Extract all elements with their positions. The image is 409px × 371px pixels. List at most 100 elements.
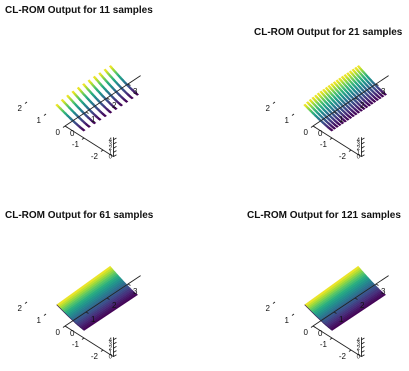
z-tick-label: 3 [109,342,113,348]
x-axis-line [64,325,114,357]
y-tick-mark [354,297,358,300]
x-tick-mark [272,101,276,104]
z-tick-label: 4 [109,138,113,144]
x-tick-label: 1 [285,316,290,325]
y-tick-mark [85,311,89,314]
x-tick-label: 1 [37,116,42,125]
y-tick-mark [64,125,68,128]
y-tick-label: 3 [133,87,138,96]
surface-fin [324,86,329,91]
surface-fin [343,73,348,78]
x-tick-label: -2 [339,352,347,361]
y-tick-mark [333,311,337,314]
x-tick-label: -2 [91,352,99,361]
x-tick-label: 2 [18,304,23,313]
surface-fin [60,98,65,103]
surface-fin [335,79,340,83]
x-tick-label: -2 [91,152,99,161]
z-tick-label: 3 [357,342,361,348]
y-tick-label: 2 [360,301,365,310]
z-tick-label: 4 [357,338,361,344]
x-tick-mark [329,137,333,140]
y-tick-label: 0 [70,129,75,138]
x-tick-mark [100,149,104,152]
y-tick-label: 2 [112,301,117,310]
surface-fin [354,66,358,71]
z-tick-label: 1 [109,350,113,356]
surface-fin [108,65,113,69]
z-tick-mark [113,341,117,345]
x-tick-label: 0 [304,128,309,137]
surface-fin [314,94,318,98]
z-tick-label: 2 [109,146,113,152]
surface-fin [76,86,81,91]
x-tick-mark [81,337,85,340]
x-tick-label: -1 [72,140,80,149]
y-tick-mark [312,125,316,128]
surface-fin [319,90,324,94]
x-tick-mark [24,301,28,304]
x-tick-label: 2 [18,104,23,113]
x-tick-mark [272,301,276,304]
surface-fin [330,83,334,87]
x-tick-mark [348,149,352,152]
subplot-4: CL-ROM Output for 121 samples -2-1012012… [247,210,401,361]
z-tick-label: 3 [357,142,361,148]
z-tick-label: 1 [357,150,361,156]
y-tick-label: 0 [318,329,323,338]
x-tick-label: -1 [320,140,328,149]
z-tick-label: 0 [357,155,361,161]
z-tick-label: 4 [109,338,113,344]
z-tick-label: 4 [357,138,361,144]
x-axis-line [64,125,114,157]
y-tick-mark [127,283,131,286]
surface-fin [340,75,345,80]
plot-title: CL-ROM Output for 61 samples [5,210,154,221]
z-tick-label: 0 [357,355,361,361]
x-tick-mark [329,337,333,340]
x-tick-mark [24,101,28,104]
surface-fin [71,90,76,94]
surface-fin [356,65,361,69]
y-tick-mark [106,297,110,300]
x-tick-mark [62,325,66,328]
surface-fin [92,75,97,80]
surface-edge [304,304,333,331]
z-tick-mark [361,354,365,357]
z-tick-mark [113,346,117,349]
y-tick-mark [312,325,316,328]
y-tick-mark [106,97,110,100]
surface-fin [87,79,92,83]
y-tick-mark [375,283,379,286]
y-tick-label: 2 [112,101,117,110]
surface-edge [56,304,85,331]
subplot-3: CL-ROM Output for 61 samples -2-10120123… [5,210,154,361]
surface-fin [327,84,332,89]
z-tick-label: 1 [357,350,361,356]
z-tick-label: 2 [109,346,113,352]
x-tick-mark [100,349,104,352]
y-tick-label: 1 [339,315,344,324]
x-tick-label: -1 [72,340,80,349]
y-tick-mark [354,97,358,100]
z-tick-mark [361,154,365,157]
x-tick-mark [310,125,314,128]
y-tick-label: 3 [133,287,138,296]
y-tick-label: 3 [381,87,386,96]
surface-fin [98,72,102,76]
y-axis-line [64,75,141,127]
x-tick-label: -2 [339,152,347,161]
y-tick-label: 1 [91,115,96,124]
surface-plot [55,65,140,132]
x-axis-line [312,125,362,157]
z-tick-mark [361,337,365,341]
surface-plot [303,65,388,132]
x-axis-line [312,325,362,357]
z-tick-label: 2 [357,346,361,352]
y-tick-mark [127,83,131,86]
x-tick-mark [43,313,47,316]
x-tick-label: -1 [320,340,328,349]
